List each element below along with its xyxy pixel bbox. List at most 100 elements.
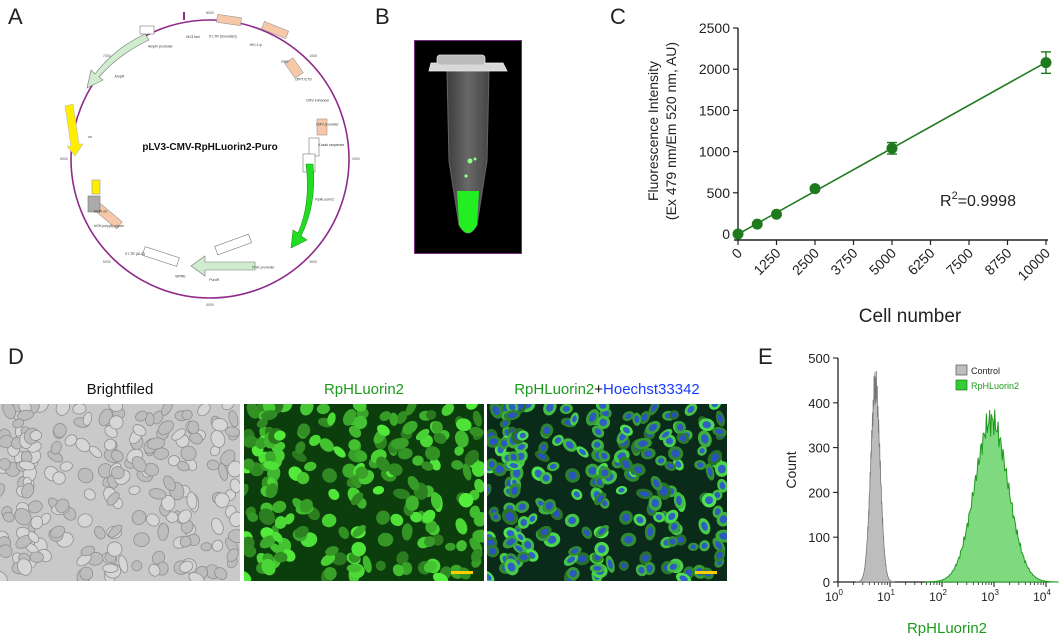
ampr-arrow (86, 33, 150, 89)
cell (135, 410, 148, 422)
cell (274, 430, 286, 441)
nucleus (679, 575, 688, 581)
cell (376, 456, 391, 472)
cell (2, 404, 16, 420)
nucleus (705, 496, 714, 505)
cell (131, 560, 143, 572)
nucleus (618, 487, 625, 493)
control-histogram (856, 371, 895, 583)
cell (181, 409, 193, 421)
cell (79, 566, 94, 581)
position-tick: 6000 (60, 157, 68, 161)
position-tick: 4000 (206, 303, 214, 307)
cell (355, 466, 369, 479)
nucleus (677, 423, 684, 431)
cell (77, 467, 94, 484)
nucleus (636, 516, 644, 524)
feature-label: PuroR (209, 278, 219, 282)
cell (187, 420, 200, 435)
x-tick-label: 100 (825, 588, 843, 604)
feature-label: CMV enhancer (306, 99, 330, 103)
cell (472, 410, 482, 427)
nucleus (540, 528, 549, 536)
cell (179, 560, 194, 573)
x-tick-label: 3750 (827, 245, 860, 278)
nucleus (506, 479, 512, 487)
nucleus (507, 412, 517, 418)
tube-photo (414, 40, 522, 254)
cell (263, 461, 279, 470)
position-tick: 5000 (103, 260, 111, 264)
nucleus (669, 563, 677, 570)
y-tick-label: 400 (808, 396, 830, 411)
y-axis-label-line1: Fluorescence Intensity (645, 61, 661, 201)
cell (284, 513, 295, 525)
cell (179, 535, 192, 548)
feature-label: WPRE (175, 274, 186, 278)
nucleus (661, 431, 670, 438)
cell (388, 463, 403, 476)
nucleus (567, 556, 575, 564)
nucleus (621, 562, 627, 569)
position-tick: 8000 (206, 11, 214, 15)
nucleus (622, 513, 630, 522)
cell (412, 455, 424, 466)
cell (103, 438, 117, 451)
cell (247, 512, 259, 522)
nucleus (571, 548, 579, 554)
cell (319, 438, 334, 452)
cell (304, 461, 317, 472)
nucleus (513, 468, 521, 478)
nucleus (543, 426, 551, 435)
nucleus (715, 429, 724, 435)
cell (431, 420, 443, 434)
cell (333, 446, 346, 458)
cell (133, 532, 150, 547)
nucleus (569, 569, 577, 578)
wpre-feature (141, 246, 180, 267)
cell (258, 508, 276, 526)
nucleus (583, 529, 590, 537)
cell (148, 488, 167, 500)
cell (211, 539, 224, 552)
nucleus (665, 437, 674, 445)
cell (272, 531, 283, 543)
x-tick-label: 103 (981, 588, 999, 604)
nucleus (598, 527, 606, 535)
cell (327, 412, 336, 426)
cell (188, 572, 205, 581)
cell (72, 404, 87, 415)
cell (272, 500, 287, 513)
rphluorin-title: RpHLuorin2 (323, 381, 405, 398)
nucleus (515, 545, 523, 552)
cell (246, 404, 260, 419)
cell (0, 544, 13, 558)
nucleus (588, 412, 597, 422)
cell (296, 471, 310, 485)
cell (454, 445, 464, 456)
cell (0, 570, 8, 581)
cell (244, 570, 252, 581)
cell (433, 572, 449, 581)
nucleus (696, 462, 704, 468)
nucleus (666, 463, 674, 469)
cell (210, 429, 226, 448)
cell (29, 430, 43, 441)
feature-label: AmpR promoter (148, 45, 174, 49)
nucleus (509, 463, 519, 468)
nucleus (596, 478, 603, 486)
nucleus (701, 542, 708, 549)
y-tick-label: 100 (808, 530, 830, 545)
cell (471, 461, 484, 477)
cell (55, 498, 70, 514)
x-tick-label: 101 (877, 588, 895, 604)
cell (401, 523, 413, 541)
nucleus (714, 508, 721, 516)
cell (397, 447, 413, 460)
nucleus (622, 427, 630, 434)
cell (110, 449, 124, 463)
nucleus (690, 544, 697, 550)
cell (375, 560, 386, 571)
feature-label: 5' LTR (truncated) (209, 35, 237, 39)
feature-labels: M13 fwd 5' LTR (truncated) HIV-1 ψ RRE cPPT/… (88, 35, 344, 282)
